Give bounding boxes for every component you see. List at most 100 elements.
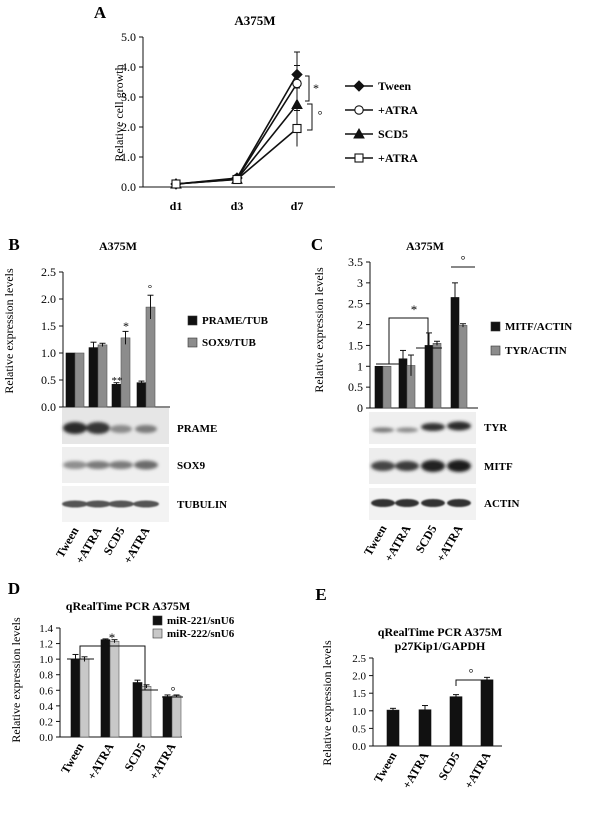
panel-a-title: A375M [234,13,275,28]
panel-a-annotation-star: * [313,81,319,95]
panel-c-annotation-degree: ° [461,253,466,267]
bar [65,352,76,408]
bar [97,344,108,408]
marker-circle [354,105,364,115]
bar [132,682,143,738]
bar [449,696,463,747]
legend-label: MITF/ACTIN [505,321,572,333]
bar [374,365,384,409]
d-yticks-label: 1.0 [39,654,53,666]
panel-d-annotation-degree: ° [171,684,176,698]
a-yticks-label: 2.0 [121,120,136,134]
c-yticks-label: 3.5 [348,255,363,269]
bar [480,679,494,747]
panel-e-subtitle: p27Kip1/GAPDH [395,639,486,653]
x-tick-label: +ATRA [84,740,116,782]
bar [418,709,432,747]
panel-b-blot-label-sox9: SOX9 [177,460,206,472]
panel-b-bands-sox9 [63,460,158,470]
b-yticks-label: 2.5 [41,265,56,279]
panel-e-ylabel: Relative expression levels [320,640,334,766]
panel-e-annotation-degree: ° [469,666,474,680]
panel-b-bands-prame [63,422,157,434]
bar [120,337,131,408]
e-yticks-label: 0.0 [352,741,366,753]
e-yticks-label: 1.0 [352,706,366,718]
x-tick-label: +ATRA [146,740,178,782]
panel-b-ylabel: Relative expression levels [2,268,16,394]
bar [382,365,392,409]
e-yticks-label: 2.5 [352,653,366,665]
legend-label: miR-221/snU6 [167,615,235,627]
legend-swatch [490,321,501,332]
panel-letter-d: D [8,579,20,598]
c-yticks-label: 2.5 [348,297,363,311]
bar [450,297,460,409]
x-tick-label: Tween [58,740,87,776]
panel-a: A375M Relative cell growth 0.0 1.0 2.0 3.0 4… [112,13,418,213]
legend-label: +ATRA [378,151,418,165]
d-yticks-label: 0.0 [39,732,53,744]
panel-b: A375M Relative expression levels 0.0 0.5 1… [2,239,269,566]
bar [74,352,85,408]
legend-label: SCD5 [378,127,408,141]
bar [141,686,152,738]
x-tick-label: SCD5 [412,523,439,556]
bar [171,695,182,738]
panel-c-blot-label-tyr: TYR [484,422,508,434]
d-yticks-label: 0.6 [39,685,53,697]
marker-square [292,123,302,134]
a-yticks-label: 3.0 [121,90,136,104]
panel-b-bands-tubulin [62,500,159,508]
series-line [175,74,298,185]
c-yticks-label: 1.5 [348,338,363,352]
panel-d-ylabel: Relative expression levels [9,617,23,743]
panel-b-title: A375M [99,239,137,253]
legend-label: +ATRA [378,103,418,117]
marker-triangle [353,127,365,139]
legend-label: Tween [378,79,411,93]
e-yticks-label: 2.0 [352,671,366,683]
panel-a-annotation-degree: ° [318,108,323,122]
bar [70,658,81,738]
marker-square [232,174,242,185]
legend-swatch [187,315,198,326]
panel-letter-c: C [311,235,323,254]
a-yticks-label: 0.0 [121,180,136,194]
c-yticks-label: 2 [357,318,363,332]
b-yticks-label: 1.0 [41,346,56,360]
d-yticks-label: 0.2 [39,716,53,728]
legend-label: SOX9/TUB [202,337,256,349]
x-tick-label: +ATRA [461,749,493,791]
bar [79,658,90,738]
legend-swatch [152,628,163,639]
b-yticks-label: 1.5 [41,319,56,333]
a-yticks-label: 5.0 [121,30,136,44]
annotation: ° [148,283,152,295]
a-yticks-label: 1.0 [121,150,136,164]
bar [386,709,400,747]
bar [136,382,147,408]
c-yticks-label: 0 [357,401,363,415]
b-yticks-label: 0.5 [41,373,56,387]
d-yticks-label: 1.4 [39,623,53,635]
legend-swatch [490,345,501,356]
marker-triangle [291,98,303,109]
annotation: ** [112,375,123,387]
x-tick-label: SCD5 [435,750,462,783]
series-line [175,83,298,185]
legend-label: miR-222/snU6 [167,628,235,640]
x-tick-label: +ATRA [433,522,465,564]
x-tick-label: d7 [291,199,304,213]
panel-c-blot-label-mitf: MITF [484,461,513,473]
d-yticks-label: 0.8 [39,670,53,682]
panel-e: qRealTime PCR A375M p27Kip1/GAPDH Relati… [320,625,502,791]
panel-b-blot-label-prame: PRAME [177,423,217,435]
panel-c-bands-actin [371,499,471,507]
e-yticks-label: 1.5 [352,688,366,700]
d-yticks-label: 1.2 [39,639,53,651]
panel-d-annotation-star: * [109,630,116,645]
panel-e-bracket-degree [455,679,488,686]
bar [100,639,111,738]
panel-d: qRealTime PCR A375M Relative expression … [9,599,235,782]
